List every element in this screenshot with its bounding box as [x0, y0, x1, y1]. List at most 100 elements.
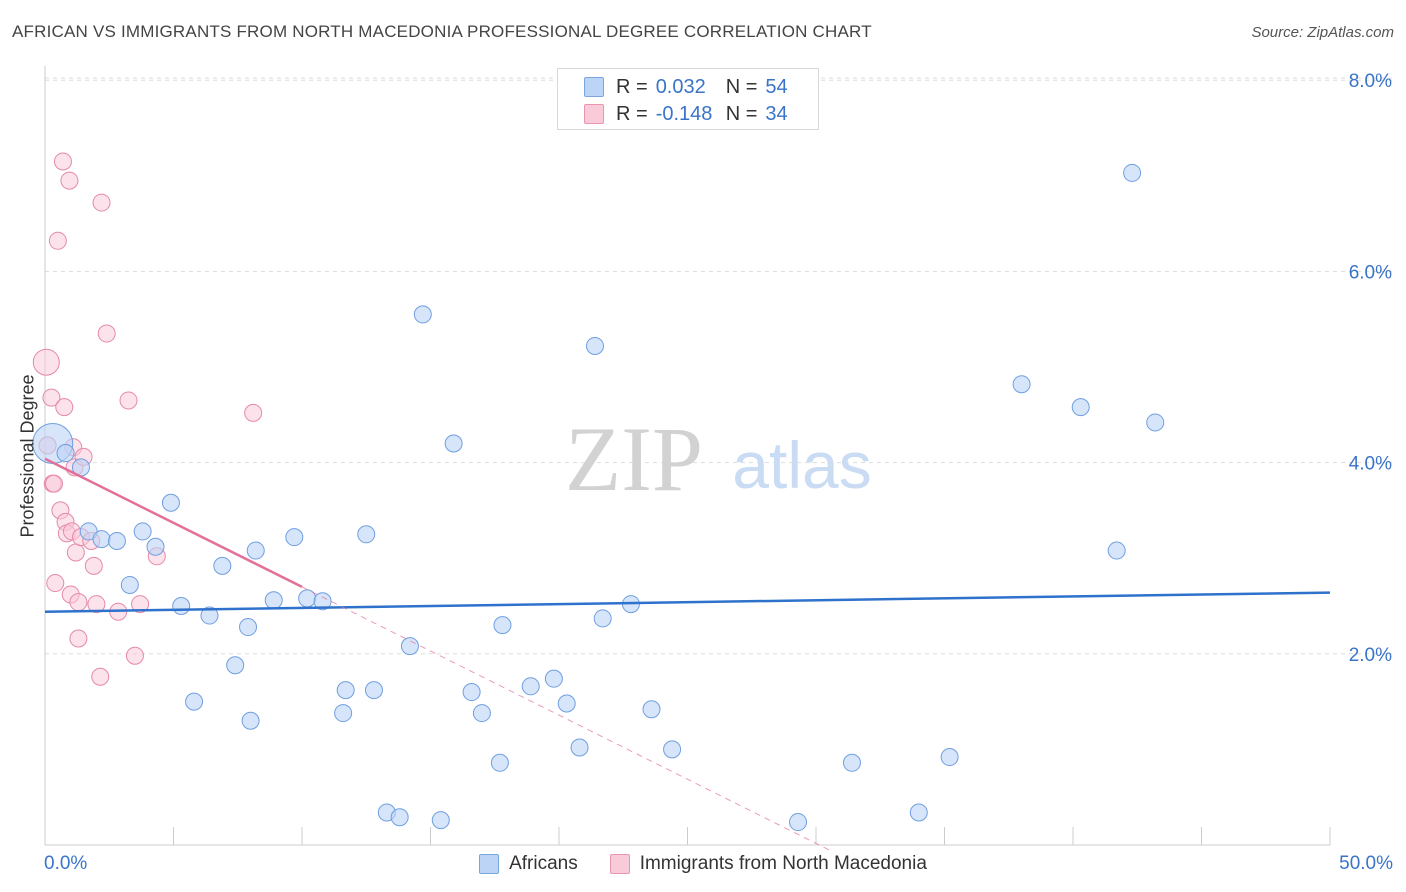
data-point-africans — [213, 556, 232, 575]
tick-labels: 2.0% 4.0% 6.0% 8.0% 0.0% 50.0% — [44, 71, 1393, 874]
data-point-africans — [120, 575, 139, 594]
legend-swatch-north-macedonia — [584, 104, 604, 124]
stats-row-north-macedonia: R = -0.148 N = 34 — [584, 102, 788, 126]
data-point-north-macedonia — [44, 474, 63, 493]
data-point-africans — [642, 700, 661, 719]
y-tick-label: 2.0% — [1349, 645, 1392, 666]
data-point-africans — [521, 677, 540, 696]
data-point-africans — [313, 592, 332, 611]
r-value: -0.148 — [655, 102, 713, 125]
data-point-africans — [172, 597, 191, 615]
data-point-north-macedonia — [125, 646, 144, 665]
data-point-africans — [593, 609, 612, 628]
data-point-africans — [789, 813, 808, 832]
data-point-north-macedonia — [42, 388, 61, 407]
data-point-africans — [400, 637, 419, 656]
data-point-north-macedonia — [69, 629, 88, 648]
data-point-africans — [264, 591, 283, 610]
trend-line-north-macedonia — [44, 457, 303, 588]
data-point-africans — [336, 681, 355, 700]
data-point-africans — [226, 656, 245, 675]
data-point-north-macedonia — [84, 556, 103, 575]
data-point-africans — [357, 525, 376, 544]
data-point-africans — [56, 444, 75, 463]
y-tick-label: 8.0% — [1349, 71, 1392, 92]
data-point-north-macedonia — [131, 595, 150, 614]
legend-swatch-north-macedonia — [609, 854, 630, 874]
data-point-north-macedonia — [53, 152, 72, 171]
stats-row-africans: R = 0.032 N = 54 — [584, 75, 788, 99]
data-point-north-macedonia — [32, 348, 60, 376]
series-legend: Africans Immigrants from North Macedonia — [0, 851, 1406, 877]
data-point-africans — [842, 753, 861, 772]
data-point-africans — [493, 616, 512, 635]
watermark: ZIP atlas — [565, 408, 872, 510]
data-point-africans — [1107, 541, 1126, 560]
data-point-north-macedonia — [69, 593, 88, 612]
legend-label-north-macedonia: Immigrants from North Macedonia — [639, 853, 927, 874]
series-north-macedonia — [32, 152, 263, 686]
source-label: Source: ZipAtlas.com — [1251, 24, 1394, 41]
data-point-africans — [185, 692, 204, 711]
data-point-north-macedonia — [46, 574, 65, 593]
data-point-north-macedonia — [119, 391, 138, 410]
r-label: R = — [616, 75, 648, 98]
x-tick-label: 50.0% — [1339, 853, 1393, 874]
watermark-zip: ZIP — [565, 408, 703, 510]
data-point-africans — [444, 434, 463, 453]
legend-swatch-africans — [479, 854, 500, 874]
data-point-africans — [940, 748, 959, 767]
data-point-north-macedonia — [87, 595, 106, 614]
data-point-africans — [246, 541, 265, 560]
data-point-africans — [1123, 163, 1142, 182]
legend-swatch-africans — [584, 77, 604, 97]
n-value: 34 — [765, 102, 788, 125]
legend-item-africans[interactable]: Africans — [479, 853, 578, 875]
data-point-africans — [462, 683, 481, 702]
data-point-africans — [146, 537, 165, 556]
series-africans — [32, 163, 1165, 832]
r-value: 0.032 — [655, 75, 706, 98]
data-point-north-macedonia — [97, 324, 116, 343]
data-point-north-macedonia — [244, 403, 263, 422]
data-point-africans — [285, 528, 304, 547]
data-point-north-macedonia — [66, 543, 85, 562]
data-point-africans — [909, 803, 928, 822]
data-point-africans — [239, 618, 258, 637]
grid — [45, 77, 1392, 655]
data-point-africans — [544, 669, 563, 688]
data-point-africans — [133, 522, 152, 541]
data-point-africans — [107, 531, 126, 550]
r-label: R = — [616, 102, 648, 125]
data-point-africans — [390, 808, 409, 827]
data-point-africans — [1012, 375, 1031, 394]
data-point-africans — [413, 305, 432, 324]
data-point-africans — [557, 694, 576, 713]
n-label: N = — [725, 75, 758, 98]
data-point-africans — [161, 493, 180, 512]
data-point-africans — [1146, 413, 1165, 432]
data-point-africans — [663, 740, 682, 759]
data-point-africans — [431, 811, 450, 830]
x-tick-label: 0.0% — [44, 853, 87, 874]
data-point-africans — [364, 681, 383, 700]
data-point-africans — [1071, 398, 1090, 417]
data-point-africans — [585, 336, 604, 355]
data-point-africans — [92, 530, 111, 549]
trend-line-africans — [44, 591, 1331, 613]
data-point-north-macedonia — [60, 171, 79, 190]
data-point-north-macedonia — [91, 667, 110, 686]
data-point-africans — [200, 606, 219, 625]
data-point-africans — [570, 738, 589, 757]
stats-legend: R = 0.032 N = 54 R = -0.148 N = 34 — [557, 68, 819, 130]
n-value: 54 — [765, 75, 788, 98]
data-point-africans — [241, 711, 260, 730]
n-label: N = — [725, 102, 758, 125]
y-axis-label: Professional Degree — [17, 374, 38, 538]
watermark-atlas: atlas — [732, 428, 871, 502]
legend-label-africans: Africans — [509, 853, 578, 874]
data-point-africans — [490, 753, 509, 772]
data-point-africans — [472, 704, 491, 723]
legend-item-north-macedonia[interactable]: Immigrants from North Macedonia — [609, 853, 927, 875]
data-point-africans — [334, 704, 353, 723]
